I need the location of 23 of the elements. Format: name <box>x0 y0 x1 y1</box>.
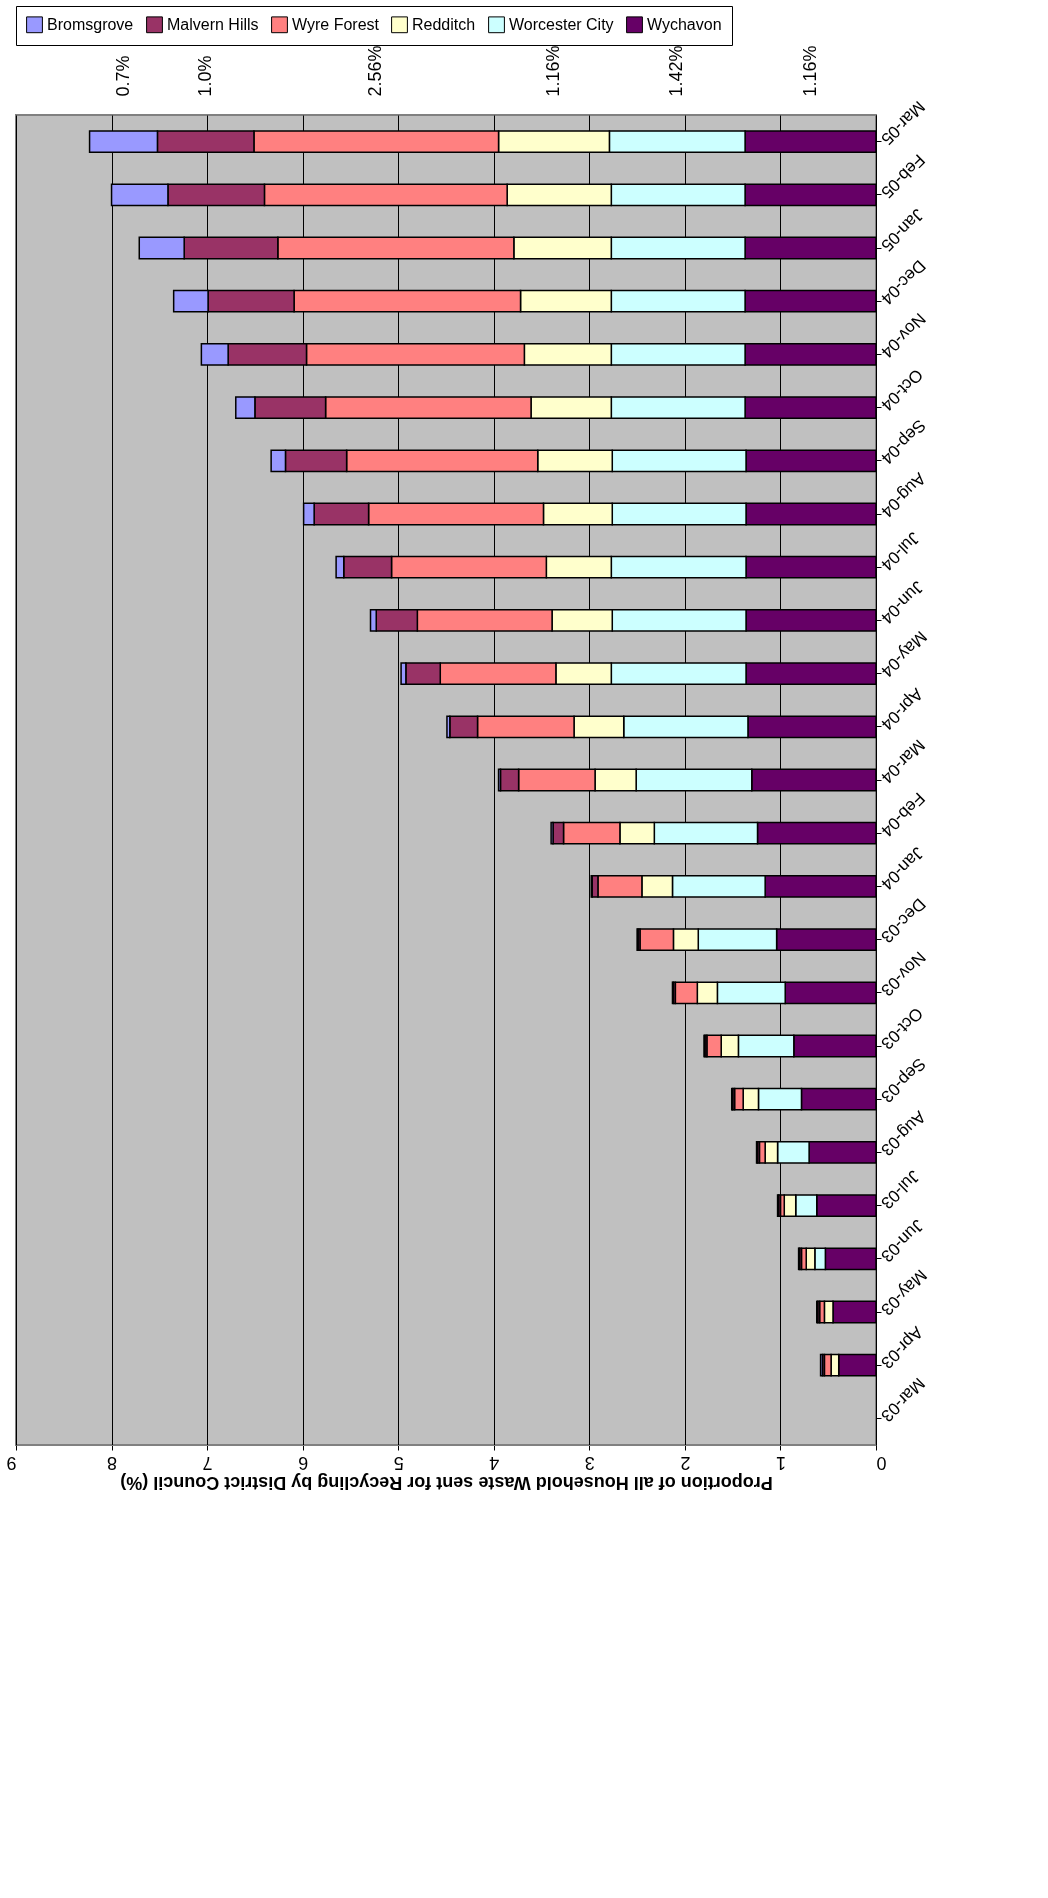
x-tick-label: 6 <box>298 1452 309 1473</box>
text: 1.0% <box>194 55 215 97</box>
legend-label: Worcester City <box>509 15 614 33</box>
text: 1.16% <box>799 45 820 97</box>
x-tick-label: 7 <box>202 1452 213 1473</box>
x-tick-label: 5 <box>393 1452 404 1473</box>
legend-label: Malvern Hills <box>167 15 259 33</box>
x-tick-label: 2 <box>680 1452 691 1473</box>
text: 1.16% <box>542 45 563 97</box>
text: 1.42% <box>666 45 687 97</box>
legend-label: Bromsgrove <box>47 15 134 33</box>
text: 0.7% <box>112 55 133 97</box>
x-tick-label: 4 <box>489 1452 500 1473</box>
x-axis-title: Proportion of all Household Waste sent for Recycling by District Council (%) <box>120 1472 773 1493</box>
x-tick-label: 9 <box>6 1452 17 1473</box>
legend-label: Redditch <box>412 15 476 33</box>
x-tick-label: 0 <box>876 1452 887 1473</box>
x-tick-label: 3 <box>584 1452 595 1473</box>
x-tick-label: 8 <box>107 1452 118 1473</box>
legend-label: Wychavon <box>647 15 722 33</box>
legend-label: Wyre Forest <box>292 15 380 33</box>
text: 2.56% <box>365 45 386 97</box>
x-tick-label: 1 <box>775 1452 786 1473</box>
